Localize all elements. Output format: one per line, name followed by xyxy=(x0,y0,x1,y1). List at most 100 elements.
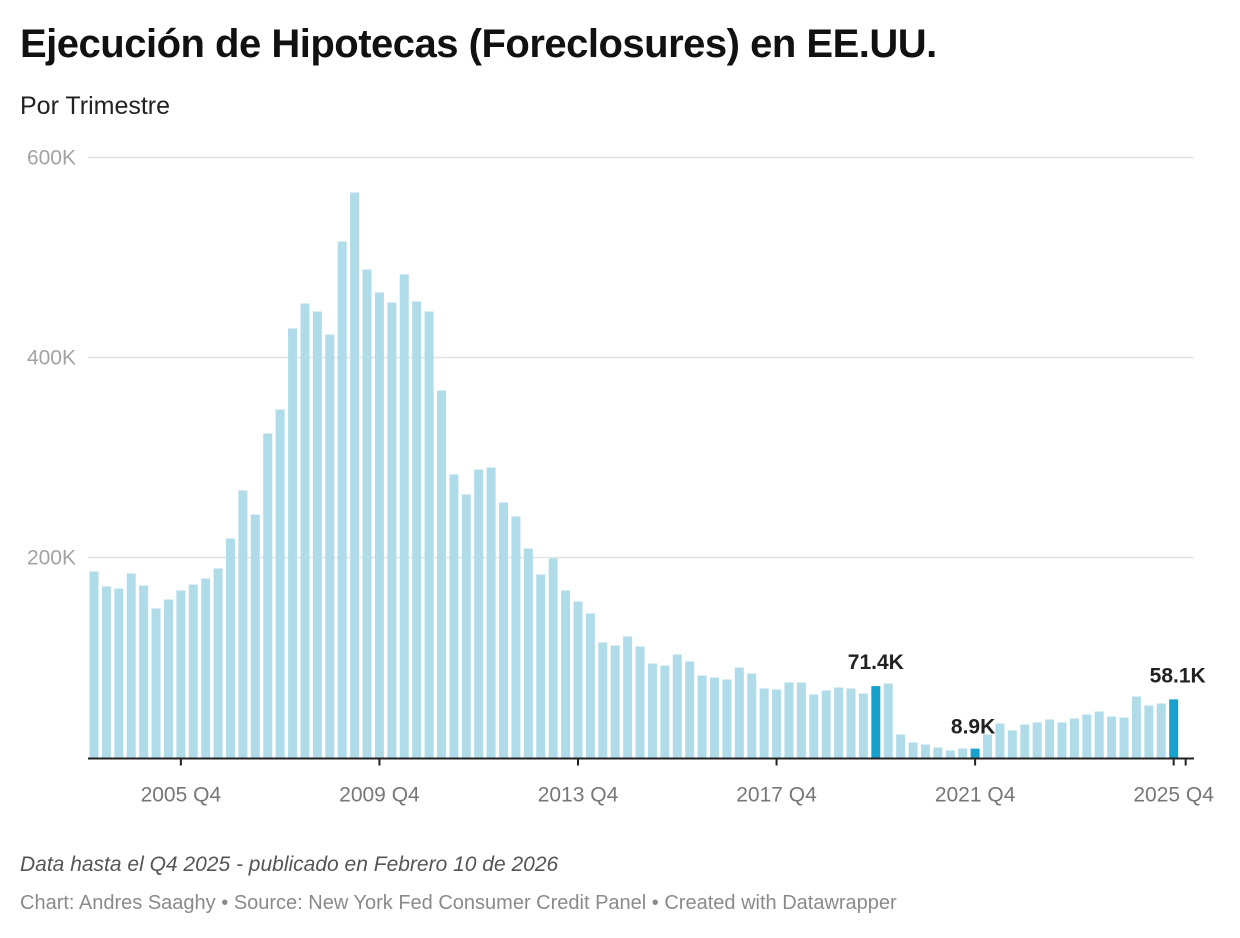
bar[interactable]: 2019 Q3: 64000 xyxy=(858,693,868,758)
bar[interactable]: 2017 Q3: 69000 xyxy=(759,688,769,758)
bar[interactable]: 2017 Q1: 90000 xyxy=(734,667,744,758)
bar[interactable]: 2007 Q4: 348000 xyxy=(275,409,285,758)
bar-highlight[interactable]: 2025 Q4: 58100 xyxy=(1169,699,1179,758)
credits-line: Chart: Andres Saaghy • Source: New York … xyxy=(20,892,897,915)
bar[interactable]: 2020 Q4: 13000 xyxy=(920,744,930,758)
bar[interactable]: 2023 Q4: 39000 xyxy=(1069,718,1079,758)
bar[interactable]: 2016 Q4: 78000 xyxy=(722,679,732,758)
bar[interactable]: 2024 Q2: 46000 xyxy=(1094,711,1104,758)
bar[interactable]: 2004 Q1: 186000 xyxy=(89,571,99,758)
bar[interactable]: 2006 Q2: 179000 xyxy=(201,578,211,758)
bar[interactable]: 2009 Q1: 516000 xyxy=(337,241,347,758)
bar[interactable]: 2020 Q3: 15000 xyxy=(908,742,918,758)
bar[interactable]: 2022 Q4: 33000 xyxy=(1020,724,1030,758)
bar[interactable]: 2014 Q4: 121000 xyxy=(623,636,633,758)
bar[interactable]: 2007 Q3: 324000 xyxy=(263,433,273,758)
data-label: 58.1K xyxy=(1150,664,1206,687)
bar[interactable]: 2015 Q1: 111000 xyxy=(635,646,645,758)
bar-highlight[interactable]: 2021 Q4: 8900 xyxy=(970,748,980,758)
bar[interactable]: 2020 Q1: 74000 xyxy=(883,683,893,758)
y-tick-label: 200K xyxy=(27,547,76,570)
bar[interactable]: 2016 Q1: 96000 xyxy=(685,661,695,758)
x-tick-label: 2009 Q4 xyxy=(339,784,420,807)
bar[interactable]: 2013 Q3: 167000 xyxy=(561,590,571,758)
bar[interactable]: 2011 Q2: 283000 xyxy=(449,474,459,758)
bar[interactable]: 2010 Q1: 455000 xyxy=(387,302,397,758)
bar[interactable]: 2015 Q3: 92000 xyxy=(660,665,670,758)
bar[interactable]: 2004 Q4: 184000 xyxy=(126,573,136,758)
bar[interactable]: 2015 Q4: 103000 xyxy=(672,654,682,758)
bar[interactable]: 2022 Q2: 34000 xyxy=(995,723,1005,758)
bar[interactable]: 2011 Q4: 288000 xyxy=(474,469,484,758)
bar[interactable]: 2012 Q4: 209000 xyxy=(523,548,533,758)
bar[interactable]: 2012 Q2: 255000 xyxy=(499,502,509,758)
bar[interactable]: 2018 Q2: 75000 xyxy=(796,682,806,758)
bar[interactable]: 2024 Q3: 41000 xyxy=(1107,716,1117,758)
bar[interactable]: 2012 Q1: 290000 xyxy=(486,467,496,758)
bar[interactable]: 2005 Q3: 158000 xyxy=(163,599,173,758)
bar[interactable]: 2006 Q1: 173000 xyxy=(188,584,198,758)
bar[interactable]: 2019 Q1: 70000 xyxy=(834,687,844,758)
bar[interactable]: 2021 Q1: 10000 xyxy=(933,747,943,758)
bar[interactable]: 2021 Q3: 9000 xyxy=(958,748,968,758)
bar[interactable]: 2005 Q2: 149000 xyxy=(151,608,161,758)
bar[interactable]: 2005 Q1: 172000 xyxy=(139,585,149,758)
bar[interactable]: 2023 Q1: 35000 xyxy=(1032,722,1042,758)
bar[interactable]: 2025 Q1: 61000 xyxy=(1131,696,1141,758)
bar[interactable]: 2006 Q4: 219000 xyxy=(226,538,236,758)
bar[interactable]: 2016 Q2: 82000 xyxy=(697,675,707,758)
bar[interactable]: 2013 Q2: 199000 xyxy=(548,558,558,758)
bar[interactable]: 2005 Q4: 167000 xyxy=(176,590,186,758)
bar[interactable]: 2022 Q1: 23000 xyxy=(983,734,993,758)
bar[interactable]: 2013 Q1: 183000 xyxy=(536,574,546,758)
bar[interactable]: 2010 Q4: 446000 xyxy=(424,311,434,758)
bar[interactable]: 2013 Q4: 156000 xyxy=(573,601,583,758)
bar[interactable]: 2015 Q2: 94000 xyxy=(647,663,657,758)
bar[interactable]: 2012 Q3: 241000 xyxy=(511,516,521,758)
bar[interactable]: 2004 Q2: 171000 xyxy=(101,586,111,758)
x-tick-label: 2005 Q4 xyxy=(141,784,222,807)
bar[interactable]: 2014 Q1: 144000 xyxy=(585,613,595,758)
bar[interactable]: 2006 Q3: 189000 xyxy=(213,568,223,758)
bar[interactable]: 2024 Q4: 40000 xyxy=(1119,717,1129,758)
bar[interactable]: 2018 Q1: 75000 xyxy=(784,682,794,758)
bar[interactable]: 2008 Q2: 454000 xyxy=(300,303,310,758)
bar[interactable]: 2019 Q2: 69000 xyxy=(846,688,856,758)
bar[interactable]: 2025 Q3: 54000 xyxy=(1156,703,1166,758)
bar[interactable]: 2009 Q2: 565000 xyxy=(350,192,360,758)
bar[interactable]: 2024 Q1: 43000 xyxy=(1082,714,1092,758)
bar[interactable]: 2022 Q3: 27000 xyxy=(1007,730,1017,758)
bar-highlight[interactable]: 2019 Q4: 71400 xyxy=(871,686,881,758)
bar[interactable]: 2010 Q3: 456000 xyxy=(412,301,422,758)
bar[interactable]: 2009 Q3: 488000 xyxy=(362,269,372,758)
bar[interactable]: 2014 Q3: 112000 xyxy=(610,645,620,758)
bar[interactable]: 2009 Q4: 465000 xyxy=(374,292,384,758)
bar[interactable]: 2018 Q4: 67000 xyxy=(821,690,831,758)
bar[interactable]: 2008 Q4: 423000 xyxy=(325,334,335,758)
bar[interactable]: 2016 Q3: 80000 xyxy=(710,677,719,758)
bar[interactable]: 2018 Q3: 63000 xyxy=(809,694,819,758)
chart-title: Ejecución de Hipotecas (Foreclosures) en… xyxy=(20,22,937,66)
bar[interactable]: 2021 Q2: 7000 xyxy=(945,750,955,758)
bar[interactable]: 2008 Q1: 429000 xyxy=(288,328,298,758)
bar[interactable]: 2023 Q3: 35000 xyxy=(1057,722,1067,758)
credit-author[interactable]: Chart: Andres Saaghy xyxy=(20,892,216,914)
credit-tool[interactable]: Created with Datawrapper xyxy=(664,892,897,914)
bar[interactable]: 2025 Q2: 52000 xyxy=(1144,705,1154,758)
bar[interactable]: 2004 Q3: 169000 xyxy=(114,588,124,758)
bar[interactable]: 2017 Q4: 68000 xyxy=(772,689,782,758)
bar[interactable]: 2011 Q3: 263000 xyxy=(461,494,471,758)
x-tick-label: 2013 Q4 xyxy=(538,784,619,807)
bar[interactable]: 2023 Q2: 38000 xyxy=(1045,719,1055,758)
data-labels: 71.4K 8.9K 58.1K xyxy=(848,651,1206,739)
bar[interactable]: 2014 Q2: 115000 xyxy=(598,642,608,758)
bar[interactable]: 2007 Q2: 243000 xyxy=(250,514,260,758)
credit-source[interactable]: Source: New York Fed Consumer Credit Pan… xyxy=(233,892,647,914)
bar[interactable]: 2007 Q1: 267000 xyxy=(238,490,248,758)
bar[interactable]: 2010 Q2: 483000 xyxy=(399,274,409,758)
bar[interactable]: 2017 Q2: 84000 xyxy=(747,673,757,758)
bar[interactable]: 2008 Q3: 446000 xyxy=(312,311,322,758)
bar[interactable]: 2011 Q1: 367000 xyxy=(436,390,446,758)
bar[interactable]: 2020 Q2: 23000 xyxy=(896,734,906,758)
